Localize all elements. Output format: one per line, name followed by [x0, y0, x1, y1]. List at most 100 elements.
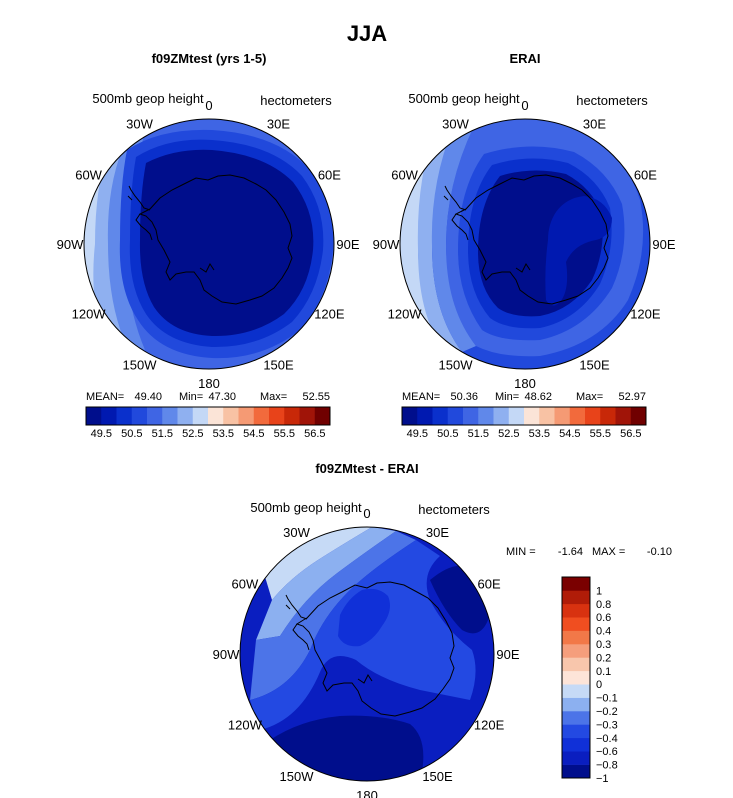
colorbar-swatch [238, 407, 255, 425]
contour-band [139, 149, 314, 337]
longitude-label: 120W [228, 718, 263, 733]
stats-mean-label: MEAN= [402, 391, 440, 403]
map-fill [400, 119, 650, 369]
colorbar-tick-label: 53.5 [213, 428, 234, 440]
map-boundary [83, 118, 335, 370]
colorbar: 49.5 50.5 51.5 52.5 53.5 54.5 55.5 56.5 [401, 406, 647, 440]
longitude-label: 60W [232, 577, 259, 592]
units-label: hectometers [576, 93, 648, 108]
colorbar-swatch [253, 407, 270, 425]
colorbar-swatch [508, 407, 525, 425]
colorbar-tick-label: 53.5 [529, 428, 550, 440]
colorbar-swatch [447, 407, 464, 425]
page-title: JJA [347, 21, 387, 46]
longitude-label: 150E [263, 357, 294, 372]
longitude-label: 150E [579, 357, 610, 372]
colorbar-tick-label: −0.4 [596, 733, 618, 745]
colorbar-tick-label: 0.3 [596, 639, 611, 651]
colorbar-swatch [147, 407, 163, 425]
colorbar: 49.5 50.5 51.5 52.5 53.5 54.5 55.5 56.5 [85, 406, 331, 440]
colorbar-swatch [562, 711, 590, 725]
longitude-label: 90E [652, 237, 675, 252]
longitude-label: 0 [521, 98, 528, 113]
panel-difference: f09ZMtest - ERAI 500mb geop height hecto… [213, 461, 672, 798]
longitude-labels: 0 30E 60E 90E 120E 150E 180 150W 120W 90W 60W 30W [57, 98, 360, 391]
colorbar-swatch [562, 577, 590, 591]
colorbar-swatch [131, 407, 148, 425]
colorbar-swatch [562, 737, 590, 752]
colorbar-tick-label: 0.6 [596, 612, 611, 624]
colorbar-swatch [585, 407, 601, 425]
units-label: hectometers [260, 93, 332, 108]
stats-max-value: -0.10 [647, 546, 672, 558]
longitude-label: 90E [336, 237, 359, 252]
stats-mean-value: 49.40 [134, 391, 162, 403]
longitude-label: 120E [314, 307, 345, 322]
map-fill [240, 527, 494, 781]
colorbar-tick-label: 51.5 [468, 428, 489, 440]
colorbar-tick-label: −0.1 [596, 693, 618, 705]
stats-max-value: 52.97 [618, 391, 646, 403]
longitude-label: 90W [213, 647, 240, 662]
longitude-label: 30W [283, 525, 310, 540]
colorbar-swatch [402, 407, 418, 425]
colorbar-tick-label: 49.5 [407, 428, 428, 440]
colorbar-tick-label: 0 [596, 679, 602, 691]
longitude-label: 120E [474, 718, 505, 733]
colorbar-tick-label: 0.8 [596, 599, 611, 611]
stats-min-value: 47.30 [208, 391, 236, 403]
colorbar-frame [561, 576, 591, 779]
colorbar-swatch [463, 407, 479, 425]
longitude-label: 120W [388, 307, 423, 322]
colorbar-tick-label: 56.5 [304, 428, 325, 440]
colorbar-tick-label: 54.5 [243, 428, 264, 440]
longitude-label: 150E [422, 769, 453, 784]
longitude-label: 0 [363, 506, 370, 521]
colorbar-frame [85, 406, 331, 426]
colorbar-tick-label: 51.5 [152, 428, 173, 440]
longitude-label: 30E [267, 117, 290, 132]
longitude-label: 60E [478, 577, 501, 592]
field-label: 500mb geop height [92, 91, 204, 106]
map-boundary [399, 118, 651, 370]
colorbar-swatch [615, 407, 632, 425]
colorbar-tick-label: 0.4 [596, 626, 611, 638]
colorbar: 1 0.80.6 0.40.30.2 0.10 −0.1−0.2−0.3 −0.4−0.6… [561, 576, 618, 785]
colorbar-tick-label: 56.5 [620, 428, 641, 440]
colorbar-swatch [478, 407, 494, 425]
longitude-label: 60E [318, 168, 341, 183]
colorbar-tick-label: 0.1 [596, 666, 611, 678]
colorbar-swatch [562, 630, 590, 645]
colorbar-tick-label: −0.6 [596, 746, 618, 758]
stats-min-value: 48.62 [524, 391, 552, 403]
longitude-label: 30E [426, 525, 449, 540]
colorbar-swatch [562, 764, 590, 779]
panel-reanalysis: ERAI 500mb geop height hectometers 0 30E 6… [373, 51, 676, 440]
longitude-label: 180 [514, 376, 536, 391]
field-label: 500mb geop height [250, 500, 362, 515]
contour-band [256, 527, 396, 640]
colorbar-swatch [569, 407, 586, 425]
antarctica-coastline [443, 174, 609, 305]
contour-band [270, 715, 424, 781]
units-label: hectometers [418, 502, 490, 517]
colorbar-frame [401, 406, 647, 426]
colorbar-swatch [562, 644, 590, 658]
colorbar-tick-label: 50.5 [121, 428, 142, 440]
colorbar-tick-label: 55.5 [590, 428, 611, 440]
contour-band [250, 531, 416, 700]
contour-band [338, 588, 390, 647]
colorbar-tick-label: 52.5 [498, 428, 519, 440]
stats-max-value: 52.55 [302, 391, 330, 403]
colorbar-tick-label: 1 [596, 585, 602, 597]
colorbar-swatch [562, 751, 590, 765]
colorbar-swatch [208, 407, 224, 425]
colorbar-swatch [299, 407, 316, 425]
colorbar-swatch [162, 407, 178, 425]
colorbar-swatch [630, 407, 647, 425]
colorbar-swatch [101, 407, 117, 425]
colorbar-swatch [562, 697, 590, 712]
colorbar-tick-label: −0.8 [596, 760, 618, 772]
